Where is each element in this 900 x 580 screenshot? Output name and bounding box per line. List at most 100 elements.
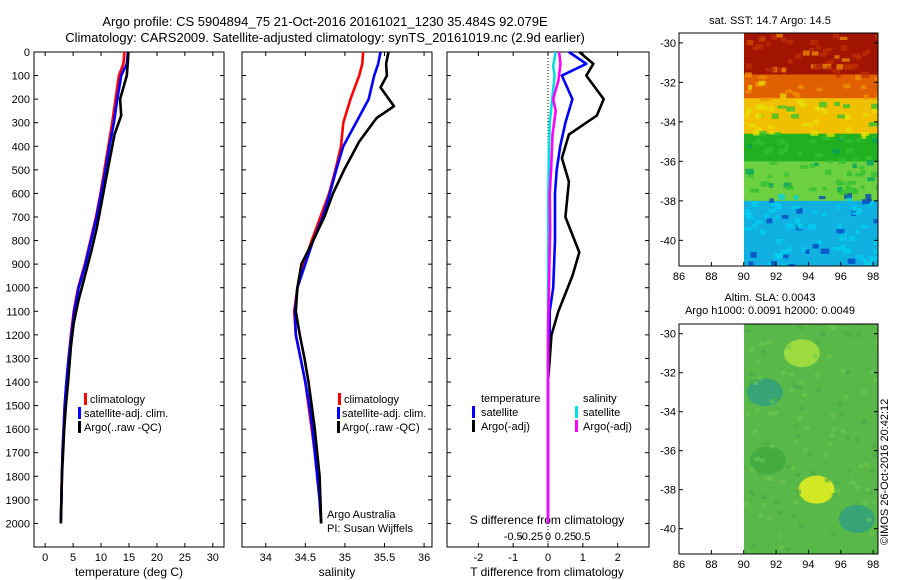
figure-title-line1: Argo profile: CS 5904894_75 21-Oct-2016 … xyxy=(102,14,548,29)
sst-speckle xyxy=(812,63,821,70)
sst-speckle xyxy=(766,218,773,224)
sla-speckle xyxy=(797,385,803,390)
sst-speckle xyxy=(855,74,862,81)
map-y-tick-label: -32 xyxy=(660,368,676,380)
sla-speckle xyxy=(862,418,868,423)
map-x-tick-label: 96 xyxy=(835,559,847,571)
sst-speckle xyxy=(822,186,827,190)
sla-speckle xyxy=(844,435,850,440)
sla-speckle xyxy=(758,341,764,346)
sst-speckle xyxy=(771,34,777,41)
y-tick-label: 400 xyxy=(12,141,30,153)
sst-speckle xyxy=(755,44,764,50)
sla-speckle xyxy=(779,545,785,550)
sst-speckle xyxy=(768,208,776,213)
sst-speckle xyxy=(776,139,785,146)
sla-speckle xyxy=(834,480,840,485)
sst-speckle xyxy=(871,122,878,127)
x-tick-label: 2 xyxy=(615,552,621,564)
sla-speckle xyxy=(769,444,775,449)
sla-speckle xyxy=(811,470,817,475)
sst-speckle xyxy=(774,253,782,259)
sst-speckle xyxy=(816,87,823,92)
sst-speckle xyxy=(855,229,860,234)
sst-speckle xyxy=(812,243,819,249)
sla-speckle xyxy=(804,426,810,431)
sla-speckle xyxy=(795,472,801,477)
sst-speckle xyxy=(844,114,850,120)
sst-speckle xyxy=(865,193,872,200)
sst-speckle xyxy=(788,111,796,115)
map-y-tick-label: -34 xyxy=(660,117,676,129)
sst-speckle xyxy=(825,60,833,65)
sst-speckle xyxy=(868,122,873,127)
salinity-legend: climatology satellite-adj. clim. Argo(..… xyxy=(337,393,426,434)
sst-speckle xyxy=(843,104,851,109)
y-tick-label: 0 xyxy=(24,47,30,59)
sla-speckle xyxy=(876,552,878,554)
sst-speckle xyxy=(774,203,782,210)
sla-speckle xyxy=(875,339,878,344)
y-tick-label: 1000 xyxy=(6,283,30,295)
map-x-tick-label: 94 xyxy=(802,559,814,571)
sla-speckle xyxy=(858,464,864,469)
sst-speckle xyxy=(764,213,769,219)
sla-speckle xyxy=(791,514,797,519)
map-y-tick-label: -30 xyxy=(660,38,676,50)
sst-speckle xyxy=(797,99,804,105)
sst-speckle xyxy=(747,172,754,178)
x-tick-label: 36 xyxy=(418,552,430,564)
sst-speckle xyxy=(845,185,851,190)
sla-speckle xyxy=(789,388,795,393)
sst-speckle xyxy=(750,251,757,258)
sla-speckle xyxy=(757,376,763,381)
sla-speckle xyxy=(792,384,798,389)
sst-speckle xyxy=(876,132,878,139)
sla-blob xyxy=(798,475,835,504)
sst-speckle xyxy=(781,215,789,219)
figure-title-line2: Climatology: CARS2009. Satellite-adjuste… xyxy=(65,30,585,45)
sst-speckle xyxy=(784,172,789,177)
salinity-annotation-1: Argo Australia xyxy=(327,509,396,521)
legend-swatch-climatology xyxy=(84,393,87,405)
sst-speckle xyxy=(752,130,760,136)
sst-speckle xyxy=(797,223,804,228)
sla-speckle xyxy=(865,487,871,492)
map-y-tick-label: -36 xyxy=(660,156,676,168)
sst-speckle xyxy=(809,187,817,192)
sla-speckle xyxy=(838,411,844,416)
y-tick-label: 900 xyxy=(12,259,30,271)
sst-speckle xyxy=(809,47,815,52)
sst-speckle xyxy=(846,127,853,133)
sla-speckle xyxy=(872,453,878,458)
sla-speckle xyxy=(843,331,849,336)
legend-swatch-climatology xyxy=(338,393,341,405)
sst-speckle xyxy=(811,51,819,56)
sst-speckle xyxy=(871,103,878,109)
sla-speckle xyxy=(831,427,837,432)
salinity-xlabel: salinity xyxy=(319,565,356,579)
legend-title-salinity: salinity xyxy=(583,393,617,405)
map-y-tick-label: -38 xyxy=(660,196,676,208)
sla-speckle xyxy=(749,347,755,352)
sla-speckle xyxy=(781,371,787,376)
sla-speckle xyxy=(807,451,813,456)
sst-speckle xyxy=(863,113,869,117)
sla-speckle xyxy=(827,442,833,447)
sst-speckle xyxy=(745,112,750,118)
sst-speckle xyxy=(785,89,793,94)
sla-speckle xyxy=(802,392,808,397)
sst-speckle xyxy=(872,137,878,143)
sla-speckle xyxy=(845,370,851,375)
sst-speckle xyxy=(846,197,852,203)
sst-speckle xyxy=(820,248,830,254)
sla-speckle xyxy=(750,492,756,497)
sla-speckle xyxy=(793,500,799,505)
sst-speckle xyxy=(867,198,872,203)
sla-speckle xyxy=(792,439,798,444)
sst-speckle xyxy=(876,184,878,190)
sst-speckle xyxy=(750,188,759,193)
sst-speckle xyxy=(860,169,866,176)
sst-speckle xyxy=(856,138,862,142)
s-tick-label: 0.25 xyxy=(555,531,576,543)
